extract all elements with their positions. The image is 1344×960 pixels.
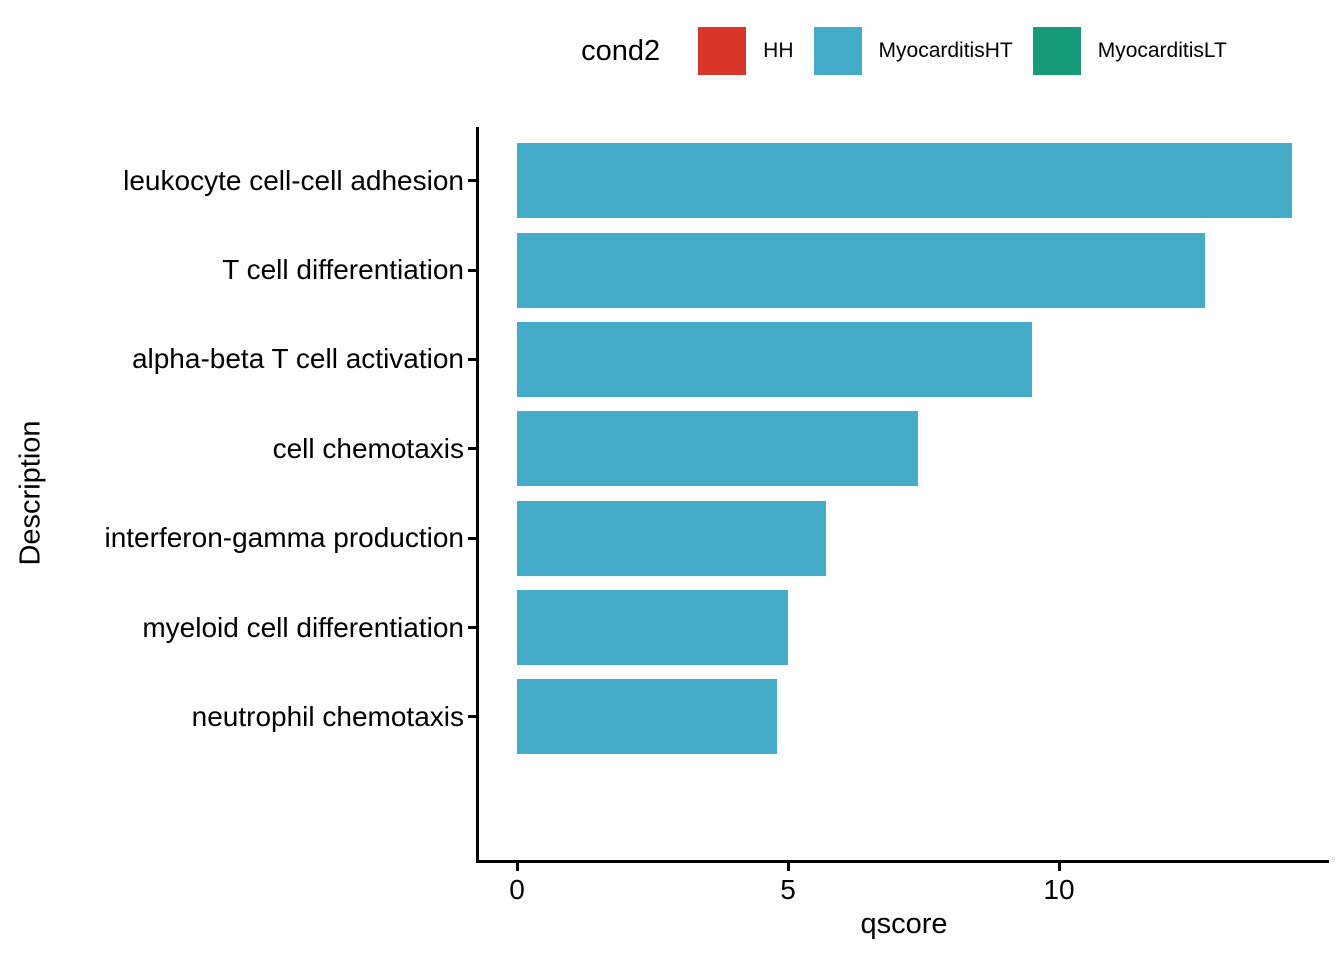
x-axis-title: qscore — [860, 908, 948, 940]
legend-swatch-hh — [698, 27, 747, 75]
y-tick — [468, 536, 476, 540]
legend-item-HH: HH — [698, 27, 794, 75]
x-tick — [515, 863, 519, 871]
y-tick-label: alpha-beta T cell activation — [131, 343, 464, 375]
x-tick — [1057, 863, 1061, 871]
bar — [517, 232, 1206, 308]
y-tick-label: neutrophil chemotaxis — [191, 700, 464, 732]
legend-label: MyocarditisHT — [878, 39, 1013, 62]
y-tick-label: cell chemotaxis — [272, 432, 464, 464]
y-tick-label: myeloid cell differentiation — [142, 611, 464, 643]
bar — [517, 590, 788, 666]
legend-label: MyocarditisLT — [1097, 39, 1227, 62]
x-tick-label: 0 — [509, 874, 525, 905]
y-tick — [468, 626, 476, 630]
x-tick-label: 10 — [1043, 874, 1075, 905]
y-tick — [468, 268, 476, 272]
x-tick-label: 5 — [780, 874, 796, 905]
y-axis-line — [476, 127, 479, 863]
x-tick — [786, 863, 790, 871]
y-tick — [468, 715, 476, 719]
x-axis-line — [476, 860, 1329, 863]
y-tick — [468, 447, 476, 451]
bar — [517, 500, 826, 576]
legend-swatch-myocarditis-ht — [813, 27, 862, 75]
legend-label: HH — [763, 39, 794, 62]
legend-item-MyocarditisHT: MyocarditisHT — [813, 27, 1013, 75]
y-tick-label: T cell differentiation — [222, 254, 464, 286]
legend-title: cond2 — [581, 34, 661, 67]
y-tick-label: interferon-gamma production — [104, 522, 464, 554]
bar — [517, 321, 1032, 397]
y-tick — [468, 179, 476, 183]
bar — [517, 411, 919, 487]
y-tick — [468, 357, 476, 361]
bar — [517, 679, 778, 755]
legend: cond2 HH MyocarditisHT MyocarditisLT — [479, 24, 1329, 78]
legend-item-MyocarditisLT: MyocarditisLT — [1032, 27, 1227, 75]
y-tick-label: leukocyte cell-cell adhesion — [123, 164, 464, 196]
plot-panel — [479, 127, 1329, 860]
legend-swatch-myocarditis-lt — [1032, 27, 1081, 75]
bar — [517, 143, 1293, 219]
